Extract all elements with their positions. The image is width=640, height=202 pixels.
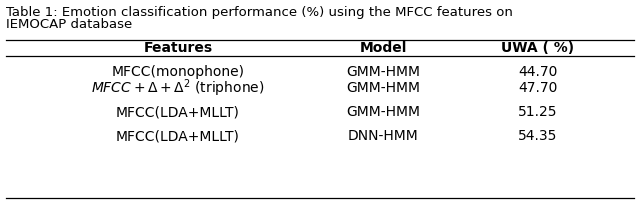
Text: 51.25: 51.25 xyxy=(518,105,557,119)
Text: MFCC(monophone): MFCC(monophone) xyxy=(111,65,244,79)
Text: GMM-HMM: GMM-HMM xyxy=(346,65,420,79)
Text: 44.70: 44.70 xyxy=(518,65,557,79)
Text: MFCC(LDA+MLLT): MFCC(LDA+MLLT) xyxy=(116,129,240,143)
Text: MFCC(LDA+MLLT): MFCC(LDA+MLLT) xyxy=(116,105,240,119)
Text: 54.35: 54.35 xyxy=(518,129,557,143)
Text: Model: Model xyxy=(359,41,406,55)
Text: 47.70: 47.70 xyxy=(518,81,557,95)
Text: IEMOCAP database: IEMOCAP database xyxy=(6,18,132,31)
Text: DNN-HMM: DNN-HMM xyxy=(348,129,419,143)
Text: Table 1: Emotion classification performance (%) using the MFCC features on: Table 1: Emotion classification performa… xyxy=(6,6,513,19)
Text: UWA ( %): UWA ( %) xyxy=(501,41,575,55)
Text: $MFCC + \Delta + \Delta^2$ (triphone): $MFCC + \Delta + \Delta^2$ (triphone) xyxy=(92,77,265,99)
Text: GMM-HMM: GMM-HMM xyxy=(346,105,420,119)
Text: GMM-HMM: GMM-HMM xyxy=(346,81,420,95)
Text: Features: Features xyxy=(143,41,212,55)
